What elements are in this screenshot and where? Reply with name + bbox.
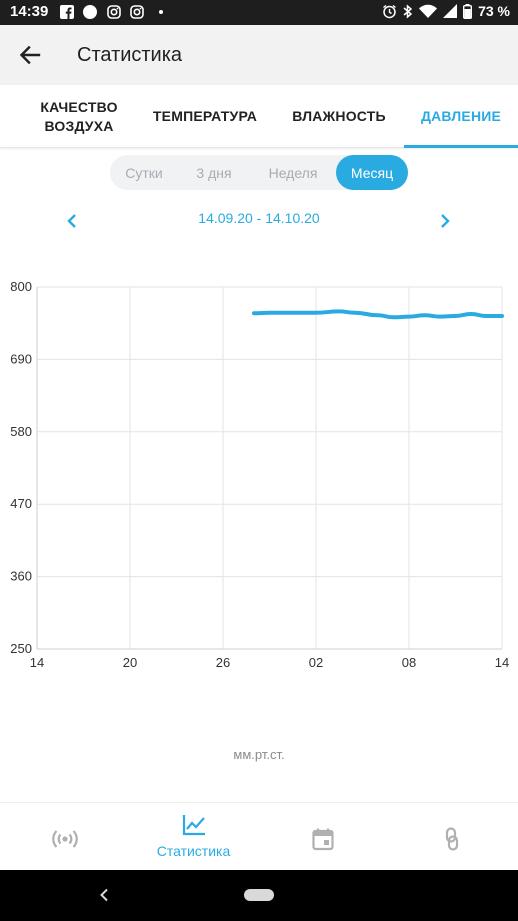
tab-temperature[interactable]: ТЕМПЕРАТУРА <box>140 85 270 148</box>
status-right-icons: 73 % <box>382 3 510 19</box>
y-tick-label: 360 <box>10 569 32 584</box>
dot-icon <box>159 10 163 14</box>
signal-icon <box>443 4 458 18</box>
metric-tabs: КАЧЕСТВО ВОЗДУХА ТЕМПЕРАТУРА ВЛАЖНОСТЬ Д… <box>0 85 518 148</box>
tab-pressure[interactable]: ДАВЛЕНИЕ <box>404 85 518 148</box>
bottom-nav: Статистика <box>0 802 518 870</box>
facebook-icon <box>60 5 74 19</box>
nav-statistics[interactable]: Статистика <box>129 803 258 871</box>
tab-air-quality[interactable]: КАЧЕСТВО ВОЗДУХА <box>20 85 138 148</box>
nav-calendar[interactable] <box>258 803 387 871</box>
system-back-icon[interactable] <box>96 886 114 904</box>
previous-period-icon[interactable] <box>60 209 84 233</box>
nav-sensors[interactable] <box>0 803 129 871</box>
chart-series <box>252 309 504 320</box>
instagram-icon <box>107 5 121 19</box>
period-3-days[interactable]: 3 дня <box>196 164 232 181</box>
nav-statistics-label: Статистика <box>156 843 231 859</box>
instagram-icon <box>130 5 144 19</box>
status-time: 14:39 <box>10 3 49 20</box>
unit-label: мм.рт.ст. <box>233 747 285 762</box>
x-tick-label: 02 <box>309 655 323 670</box>
y-tick-label: 580 <box>10 424 32 439</box>
chart-line-icon <box>182 815 205 836</box>
battery-icon <box>463 3 473 19</box>
pressure-series-line <box>252 309 504 320</box>
bluetooth-icon <box>403 3 413 19</box>
period-week[interactable]: Неделя <box>268 164 318 181</box>
alarm-icon <box>383 4 397 18</box>
tab-humidity[interactable]: ВЛАЖНОСТЬ <box>276 85 402 148</box>
wifi-icon <box>419 4 438 18</box>
x-tick-label: 14 <box>495 655 509 670</box>
tab-indicator <box>404 145 518 148</box>
period-selector: Сутки 3 дня Неделя Месяц <box>110 155 408 190</box>
tab-pressure-label: ДАВЛЕНИЕ <box>420 108 502 124</box>
back-arrow-icon[interactable] <box>14 39 46 71</box>
calendar-icon <box>312 828 334 851</box>
pressure-chart: 800 690 580 470 360 250 14 20 26 02 08 14 <box>10 279 509 670</box>
y-axis-ticks: 800 690 580 470 360 250 <box>10 279 32 656</box>
page-title: Статистика <box>77 44 183 66</box>
sensor-broadcast-icon <box>52 830 78 848</box>
period-month[interactable]: Месяц <box>336 155 408 190</box>
x-tick-label: 08 <box>402 655 416 670</box>
battery-percent: 73 % <box>478 3 510 19</box>
date-range: 14.09.20 - 14.10.20 <box>198 210 320 226</box>
tab-temperature-label: ТЕМПЕРАТУРА <box>152 108 258 124</box>
next-period-icon[interactable] <box>433 209 457 233</box>
system-nav-bar <box>0 870 518 921</box>
y-tick-label: 800 <box>10 279 32 294</box>
x-tick-label: 14 <box>30 655 44 670</box>
y-tick-label: 470 <box>10 496 32 511</box>
nav-link[interactable] <box>387 803 516 871</box>
y-tick-label: 690 <box>10 351 32 366</box>
y-tick-label: 250 <box>10 641 32 656</box>
circle-icon <box>83 5 97 19</box>
period-day[interactable]: Сутки <box>125 164 163 181</box>
x-tick-label: 26 <box>216 655 230 670</box>
app-bar: Статистика <box>0 25 518 85</box>
system-home-pill[interactable] <box>244 889 274 901</box>
chart-grid <box>36 286 503 650</box>
tab-humidity-label: ВЛАЖНОСТЬ <box>292 108 386 124</box>
status-bar: 14:39 73 % <box>0 0 518 25</box>
x-tick-label: 20 <box>123 655 137 670</box>
link-icon <box>445 827 459 851</box>
x-axis-ticks: 14 20 26 02 08 14 <box>30 655 509 670</box>
tab-air-quality-label: КАЧЕСТВО ВОЗДУХА <box>40 98 118 134</box>
